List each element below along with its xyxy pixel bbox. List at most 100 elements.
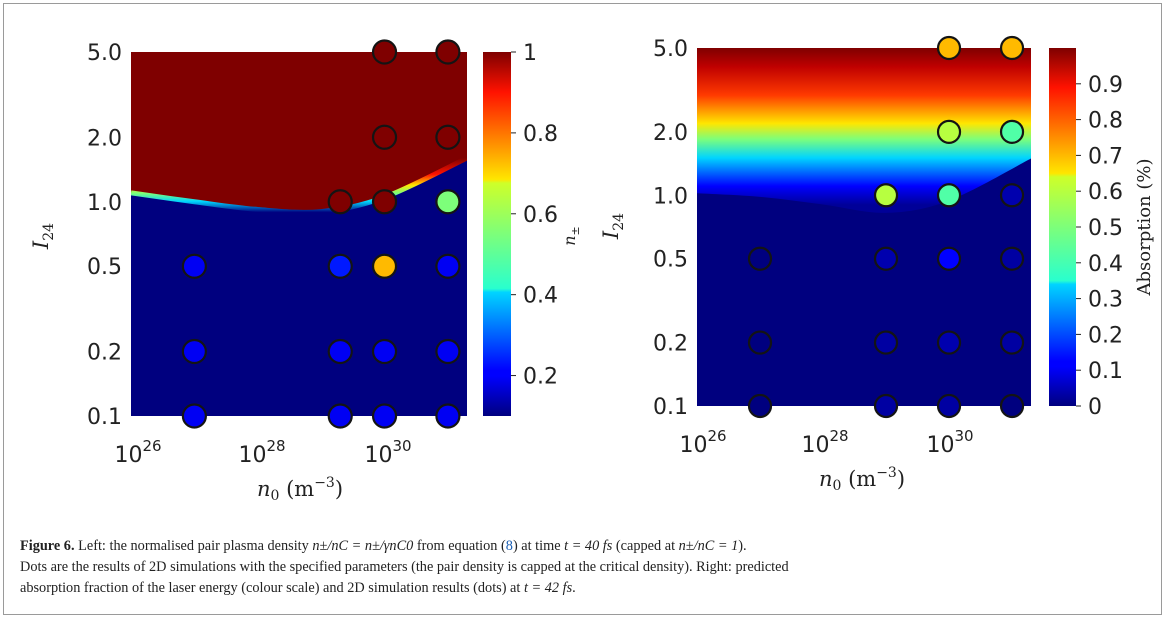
left-panel: 0.1 0.2 0.5 1.0 2.0 5.0 1026 1028 1030 n0 (m−… [29, 39, 582, 504]
right-x-ticks: 1026 1028 1030 [679, 427, 973, 458]
right-sim-point [936, 183, 962, 208]
right-sim-point [747, 393, 773, 419]
left-ytick: 0.2 [87, 341, 122, 366]
left-y-label: I24 [29, 223, 57, 250]
left-sim-point [327, 253, 353, 279]
right-sim-point [999, 246, 1025, 271]
left-cbar-tick: 0.4 [523, 284, 558, 309]
caption-line-2: Dots are the results of 2D simulations w… [20, 559, 789, 575]
left-ytick: 0.5 [87, 255, 122, 280]
right-cbar-tick: 0.1 [1088, 359, 1123, 384]
left-sim-point [181, 403, 207, 429]
left-sim-point [181, 253, 207, 279]
right-xtick-1e28: 1028 [801, 427, 848, 458]
caption-line-3: absorption fraction of the laser energy … [20, 578, 1150, 599]
right-ytick: 2.0 [653, 121, 688, 146]
left-sim-point [371, 189, 398, 215]
right-sim-point [936, 330, 962, 355]
left-cbar-tick: 0.6 [523, 203, 558, 228]
left-ytick: 2.0 [87, 126, 122, 151]
right-sim-point [999, 330, 1025, 355]
left-sim-point [371, 39, 398, 65]
right-map-high-region [697, 48, 1031, 213]
left-sim-point [435, 403, 461, 429]
caption-label: Figure 6. [20, 538, 75, 554]
right-cbar-tick: 0.3 [1088, 288, 1123, 313]
right-sim-point [873, 393, 899, 419]
caption-text-1b: from equation ( [413, 538, 506, 554]
right-xtick-1e26: 1026 [679, 427, 726, 458]
right-absorption-map [697, 48, 1031, 406]
right-sim-point [873, 183, 899, 208]
right-ytick: 0.1 [653, 395, 688, 420]
figure-caption: Figure 6. Left: the normalised pair plas… [20, 536, 1150, 599]
right-y-ticks: 0.1 0.2 0.5 1.0 2.0 5.0 [653, 37, 688, 420]
left-map-high-region [131, 52, 467, 213]
right-cbar-tick: 0 [1088, 395, 1102, 420]
right-sim-point [999, 119, 1025, 144]
caption-expr-1: n±/nC = n±/γnC0 [312, 538, 414, 554]
left-sim-point [371, 253, 398, 279]
right-sim-point [936, 246, 962, 271]
right-colorbar-label: Absorption (%) [1134, 158, 1155, 296]
left-map-transition [131, 155, 467, 215]
right-cbar-tick: 0.9 [1088, 73, 1123, 98]
left-sim-point [371, 338, 398, 365]
left-sim-point [181, 338, 207, 365]
left-sim-point [327, 189, 353, 215]
left-sim-point [327, 338, 353, 365]
caption-text-1a: Left: the normalised pair plasma density [78, 538, 313, 554]
right-cbar-tick: 0.5 [1088, 216, 1123, 241]
caption-text-3a: absorption fraction of the laser energy … [20, 580, 524, 596]
right-sim-point [747, 330, 773, 355]
right-y-label: I24 [599, 213, 627, 240]
left-ytick: 1.0 [87, 191, 122, 216]
left-sim-point [435, 39, 461, 65]
right-sim-point [936, 119, 962, 144]
right-ytick: 0.2 [653, 332, 688, 357]
right-cbar-tick: 0.4 [1088, 252, 1123, 277]
right-sim-point [873, 330, 899, 355]
right-xtick-1e30: 1030 [926, 427, 973, 458]
left-x-ticks: 1026 1028 1030 [114, 437, 411, 468]
caption-cap: n±/nC = 1 [678, 538, 739, 554]
left-xtick-1e26: 1026 [114, 437, 161, 468]
left-ytick: 0.1 [87, 405, 122, 430]
left-sim-point [435, 124, 461, 150]
caption-text-1d: (capped at [612, 538, 679, 554]
right-sim-point [936, 393, 962, 419]
left-cbar-tick: 0.8 [523, 122, 558, 147]
figure-frame [3, 3, 1162, 615]
left-y-ticks: 0.1 0.2 0.5 1.0 2.0 5.0 [87, 41, 122, 430]
right-sim-dots [747, 35, 1025, 419]
left-sim-point [435, 253, 461, 279]
caption-time-left: t = 40 fs [564, 538, 613, 554]
left-sim-point [371, 403, 398, 429]
left-sim-dots [181, 39, 461, 429]
left-colorbar-ticks: 0.2 0.4 0.6 0.8 1 [511, 41, 558, 390]
right-cbar-tick: 0.7 [1088, 144, 1123, 169]
right-colorbar [1049, 48, 1076, 406]
caption-text-3b: . [572, 580, 576, 596]
left-ytick: 5.0 [87, 41, 122, 66]
left-cbar-tick: 1 [523, 41, 537, 66]
right-colorbar-ticks: 0 0.1 0.2 0.3 0.4 0.5 0.6 0.7 0.8 0.9 [1076, 73, 1123, 420]
right-sim-point [747, 246, 773, 271]
left-sim-point [327, 403, 353, 429]
right-cbar-tick: 0.8 [1088, 109, 1123, 134]
left-xtick-1e30: 1030 [364, 437, 411, 468]
right-panel: 0.1 0.2 0.5 1.0 2.0 5.0 1026 1028 1030 n0 (m−… [599, 35, 1155, 494]
caption-line-1: Figure 6. Left: the normalised pair plas… [20, 536, 1150, 557]
right-cbar-tick: 0.6 [1088, 180, 1123, 205]
right-ytick: 0.5 [653, 248, 688, 273]
left-sim-point [435, 189, 461, 215]
right-sim-point [999, 183, 1025, 208]
equation-link[interactable]: 8 [505, 538, 513, 554]
left-x-label: n0 (m−3) [257, 475, 343, 504]
caption-text-1c: ) at time [512, 538, 565, 554]
right-ytick: 1.0 [653, 184, 688, 209]
right-sim-point [936, 35, 962, 61]
left-sim-point [435, 338, 461, 365]
left-cbar-tick: 0.2 [523, 365, 558, 390]
left-density-map [131, 52, 467, 416]
